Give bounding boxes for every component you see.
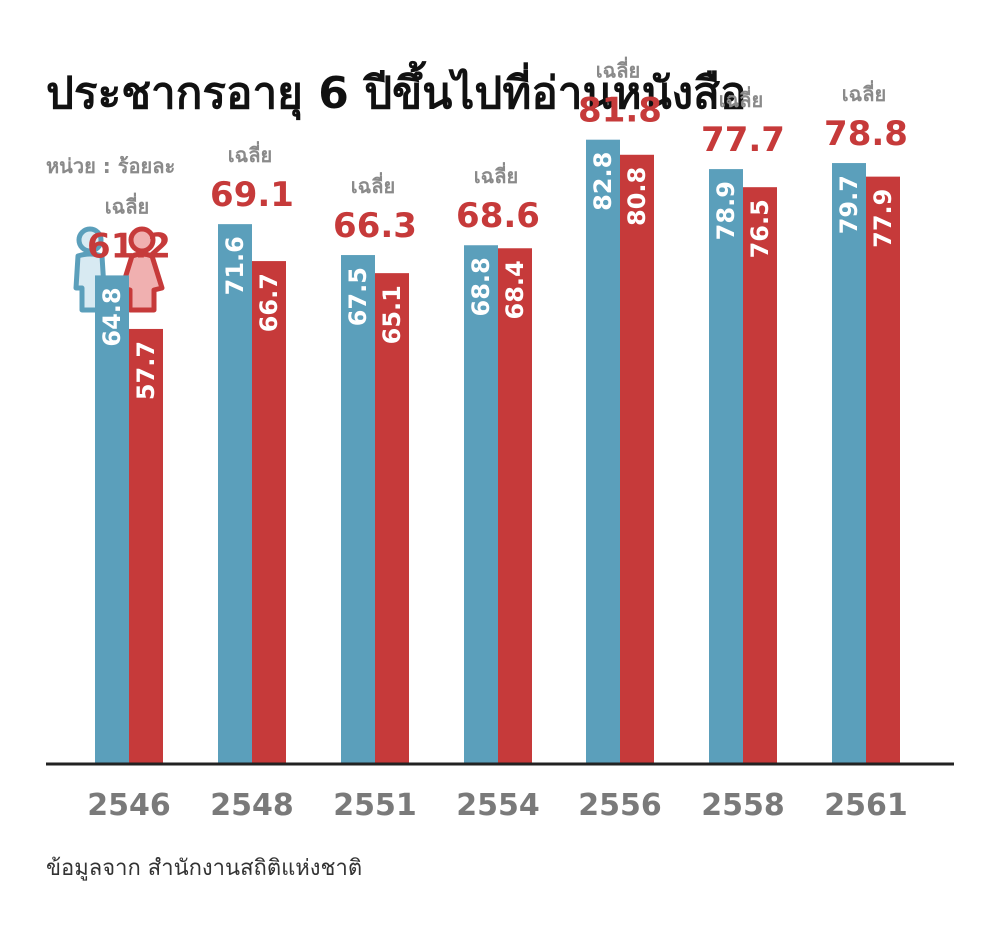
average-caption-label: เฉลี่ย [351,171,395,198]
bar-female-value-label: 76.5 [746,199,774,258]
average-value-label: 78.8 [824,114,908,154]
bar-male-value-label: 64.8 [98,287,126,346]
average-caption-label: เฉลี่ย [842,79,886,106]
bar-female [375,273,409,764]
average-value-label: 66.3 [333,206,417,246]
bar-female-value-label: 68.4 [501,260,529,319]
x-tick-label: 2558 [701,788,785,823]
average-value-label: 77.7 [701,120,785,160]
bar-female [620,154,654,764]
average-value-label: 69.1 [210,175,294,215]
average-caption-label: เฉลี่ย [228,140,272,167]
x-tick-label: 2548 [210,788,294,823]
bar-male [218,224,252,765]
x-tick-label: 2551 [333,788,417,823]
x-tick-label: 2561 [824,788,908,823]
bar-male-value-label: 78.9 [712,181,740,240]
average-caption-label: เฉลี่ย [596,56,640,83]
x-tick-label: 2556 [578,788,662,823]
female-icon [119,226,165,313]
bar-female-value-label: 77.9 [869,189,897,248]
average-caption-label: เฉลี่ย [474,161,518,188]
bar-male [586,139,620,765]
bar-male-value-label: 82.8 [589,152,617,211]
bar-male [95,275,129,764]
source-note: ข้อมูลจาก สำนักงานสถิติแห่งชาติ [46,856,363,881]
average-value-label: 81.8 [578,91,662,131]
bar-male [832,163,866,764]
bar-male-value-label: 68.8 [467,257,495,316]
average-value-label: 68.6 [456,196,540,236]
average-caption-label: เฉลี่ย [719,85,763,112]
bar-female-value-label: 66.7 [255,273,283,332]
bar-female [129,328,163,764]
average-value-label: 61.2 [87,226,171,266]
bar-male-value-label: 67.5 [344,267,372,326]
bar-female [743,187,777,764]
bar-male [464,245,498,765]
average-caption-label: เฉลี่ย [105,191,149,218]
bar-female [866,176,900,764]
bar-female-value-label: 80.8 [623,167,651,226]
bar-female-value-label: 57.7 [132,341,160,400]
bar-female [498,248,532,764]
bar-male-value-label: 71.6 [221,236,249,295]
legend-icons [73,226,165,313]
unit-label: หน่วย : ร้อยละ [46,154,176,178]
bar-female [252,261,286,764]
bar-female-value-label: 65.1 [378,285,406,344]
bar-male-value-label: 79.7 [835,175,863,234]
chart-title: ประชากรอายุ 6 ปีขึ้นไปที่อ่านหนังสือ [46,68,747,119]
bar-male [709,169,743,764]
bar-male [341,255,375,765]
x-tick-label: 2554 [456,788,540,823]
x-tick-label: 2546 [87,788,171,823]
